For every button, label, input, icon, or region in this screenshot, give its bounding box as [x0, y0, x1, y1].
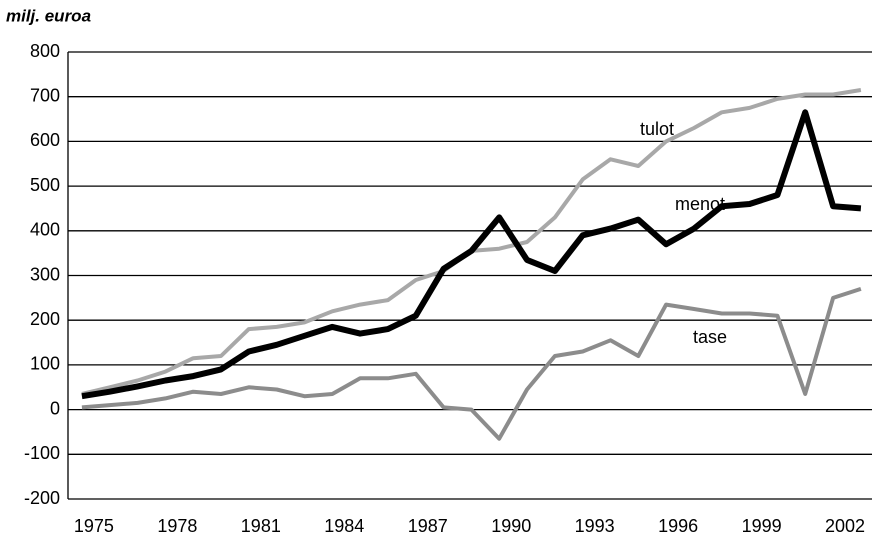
y-tick-label: 700 [30, 85, 60, 105]
x-tick-label: 1987 [408, 516, 448, 536]
y-tick-label: 100 [30, 354, 60, 374]
x-tick-label: 1984 [324, 516, 364, 536]
y-tick-label: 500 [30, 175, 60, 195]
x-tick-label: 1978 [157, 516, 197, 536]
x-tick-label: 1981 [241, 516, 281, 536]
y-axis-label: milj. euroa [6, 6, 91, 25]
y-tick-label: -100 [24, 443, 60, 463]
x-tick-label: 1975 [74, 516, 114, 536]
y-tick-label: 400 [30, 220, 60, 240]
x-tick-label: 1999 [742, 516, 782, 536]
y-tick-label: 300 [30, 264, 60, 284]
series-label: menot [675, 194, 725, 214]
series-line [81, 286, 862, 441]
x-tick-label: 2002 [825, 516, 865, 536]
y-tick-label: 800 [30, 41, 60, 61]
y-tick-label: -200 [24, 488, 60, 508]
series-label: tulot [640, 119, 674, 139]
series-label: tase [693, 327, 727, 347]
x-tick-label: 1990 [491, 516, 531, 536]
y-tick-label: 200 [30, 309, 60, 329]
x-tick-label: 1996 [658, 516, 698, 536]
y-tick-label: 0 [50, 398, 60, 418]
series-line [81, 88, 862, 396]
x-tick-label: 1993 [575, 516, 615, 536]
series-line [81, 109, 862, 400]
y-tick-label: 600 [30, 130, 60, 150]
